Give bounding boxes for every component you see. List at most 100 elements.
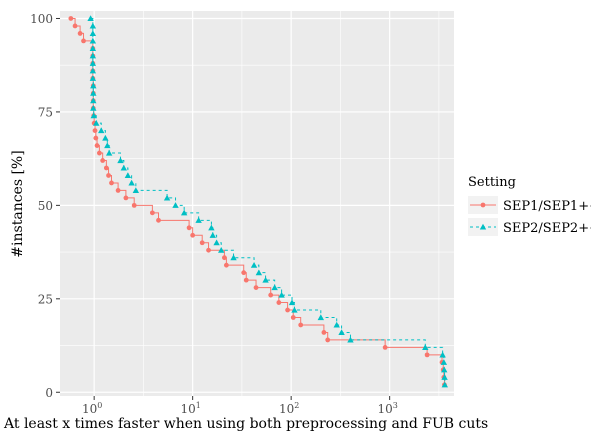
x-tick-label: 101 [180, 401, 200, 416]
y-axis-label: #instances [%] [10, 150, 26, 257]
data-point [213, 239, 220, 246]
data-point [288, 299, 296, 306]
data-point [115, 188, 121, 193]
data-point [271, 284, 278, 291]
plot-panel [60, 11, 454, 396]
data-point [89, 45, 97, 51]
data-point [230, 254, 237, 261]
data-point [333, 321, 340, 328]
axes: 0 25 50 75 100 100 101 102 103 [30, 12, 398, 416]
legend-key-marker [480, 202, 486, 208]
legend-title: Setting [468, 175, 516, 190]
data-point [382, 345, 388, 350]
data-point [131, 202, 137, 208]
legend-keys: SEP1/SEP1++ SEP2/SEP2++ [468, 196, 591, 236]
x-axis-label: At least x times faster when using both … [3, 416, 488, 432]
data-point [241, 270, 247, 276]
data-point [89, 30, 97, 36]
data-point [93, 135, 99, 141]
data-point [68, 16, 74, 21]
data-point [250, 261, 258, 268]
data-point [190, 232, 196, 238]
y-tick-label: 25 [38, 292, 53, 306]
data-point [96, 150, 102, 156]
data-point [156, 217, 161, 223]
data-point [90, 112, 97, 119]
data-point [90, 90, 97, 96]
data-point [255, 269, 263, 276]
data-point [81, 38, 86, 44]
data-point [89, 22, 97, 29]
data-point [209, 232, 216, 238]
data-point [262, 276, 269, 283]
data-point [89, 75, 97, 81]
legend-label: SEP1/SEP1++ [503, 199, 591, 214]
data-point [105, 149, 113, 156]
data-point [347, 336, 354, 343]
data-point [92, 128, 98, 134]
y-tick-label: 50 [38, 199, 53, 213]
series-sep2 [87, 15, 449, 388]
data-point [90, 97, 97, 104]
data-point [218, 247, 225, 253]
data-point [278, 291, 285, 298]
data-point [441, 374, 448, 380]
data-point [102, 134, 109, 141]
data-point [90, 82, 97, 89]
data-point [132, 187, 140, 193]
data-point [325, 337, 331, 343]
grid [60, 11, 454, 396]
x-tick-label: 102 [279, 401, 299, 416]
data-point [290, 315, 296, 320]
data-point [441, 366, 448, 373]
data-point [90, 104, 97, 111]
data-point [223, 262, 229, 268]
data-point [208, 224, 215, 231]
legend: Setting SEP1/SEP1++ SEP2/SEP2++ [468, 175, 591, 236]
data-point [321, 330, 327, 335]
data-point [106, 173, 111, 178]
data-point [298, 322, 304, 328]
data-point [186, 225, 192, 231]
data-point [100, 158, 106, 163]
data-point [103, 165, 109, 171]
data-point [285, 307, 290, 313]
data-point [98, 127, 105, 134]
data-point [195, 217, 202, 223]
data-point [163, 194, 171, 201]
data-point [172, 202, 179, 208]
data-point [439, 351, 446, 358]
data-point [276, 300, 282, 305]
x-tick-label: 103 [377, 401, 397, 416]
data-point [117, 157, 124, 164]
data-point [77, 31, 83, 36]
data-point [424, 352, 430, 358]
series-layer [68, 15, 449, 388]
data-point [253, 285, 259, 291]
data-point [89, 37, 97, 44]
y-tick-label: 100 [30, 12, 53, 26]
y-tick-label: 75 [38, 105, 53, 119]
data-point [109, 180, 114, 186]
data-point [87, 15, 94, 22]
data-point [440, 359, 448, 365]
data-point [94, 143, 100, 148]
data-point [89, 52, 97, 59]
legend-key-marker [479, 223, 487, 230]
data-point [124, 172, 132, 179]
data-point [123, 195, 129, 201]
data-point [243, 277, 249, 283]
data-point [268, 292, 274, 298]
data-point [89, 67, 97, 74]
data-point [128, 179, 135, 186]
legend-label: SEP2/SEP2++ [503, 221, 591, 236]
data-point [199, 240, 205, 246]
data-point [291, 306, 298, 313]
data-point [89, 60, 97, 66]
x-tick-label: 100 [82, 401, 102, 416]
data-point [441, 381, 449, 388]
data-point [422, 344, 429, 350]
data-point [104, 142, 111, 149]
